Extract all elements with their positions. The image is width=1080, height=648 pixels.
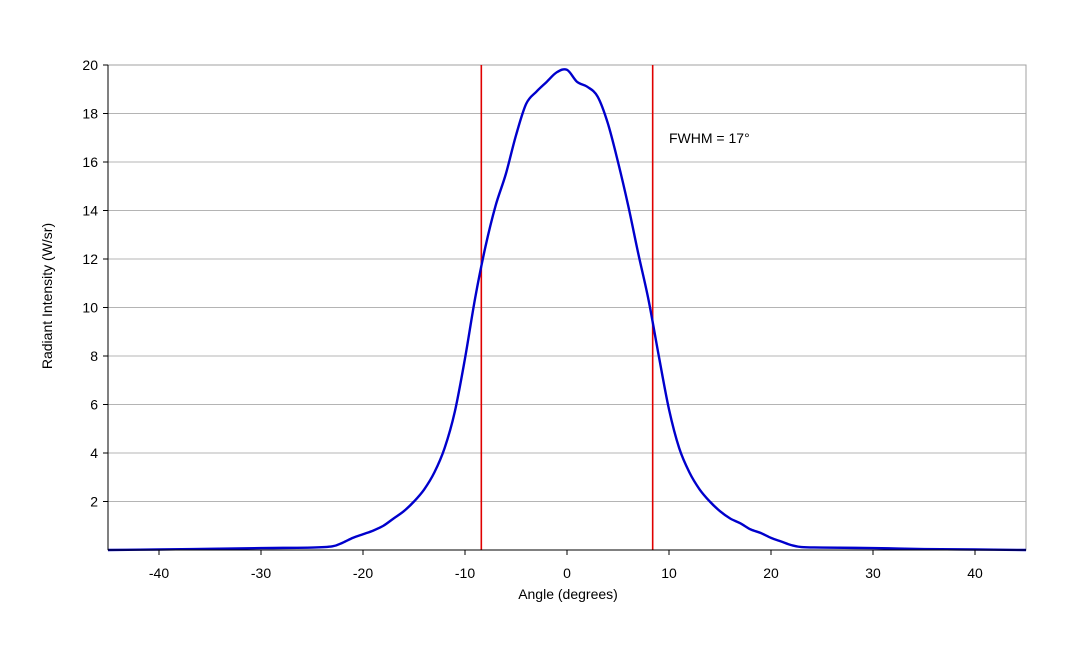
y-tick-label-14: 14: [82, 203, 98, 219]
y-tick-label-20: 20: [82, 57, 98, 73]
fwhm-lines: [480, 65, 654, 550]
y-axis-title: Radiant Intensity (W/sr): [39, 223, 55, 369]
axes: [103, 64, 1026, 555]
y-tick-label-4: 4: [90, 445, 98, 461]
x-tick-label-40: 40: [967, 565, 983, 581]
y-tick-label-6: 6: [90, 397, 98, 413]
x-tick-label--30: -30: [251, 565, 271, 581]
y-tick-label-2: 2: [90, 494, 98, 510]
y-tick-label-16: 16: [82, 154, 98, 170]
x-tick-label-20: 20: [763, 565, 779, 581]
y-tick-label-8: 8: [90, 348, 98, 364]
y-tick-label-10: 10: [82, 300, 98, 316]
x-tick-label-30: 30: [865, 565, 881, 581]
x-tick-label-0: 0: [563, 565, 571, 581]
x-tick-label-10: 10: [661, 565, 677, 581]
series-line-0: [107, 68, 1027, 552]
x-tick-label--20: -20: [353, 565, 373, 581]
x-axis-title: Angle (degrees): [518, 586, 618, 602]
y-tick-labels: 2 4 6 8 10 12 14 16 18 20: [82, 57, 98, 510]
data-series: [107, 68, 1027, 552]
y-tick-label-18: 18: [82, 106, 98, 122]
x-tick-label--40: -40: [149, 565, 169, 581]
x-tick-label--10: -10: [455, 565, 475, 581]
y-tick-label-12: 12: [82, 251, 98, 267]
fwhm-annotation: FWHM = 17°: [669, 130, 750, 146]
x-tick-labels: -40 -30 -20 -10 0 10 20 30 40: [149, 565, 983, 581]
